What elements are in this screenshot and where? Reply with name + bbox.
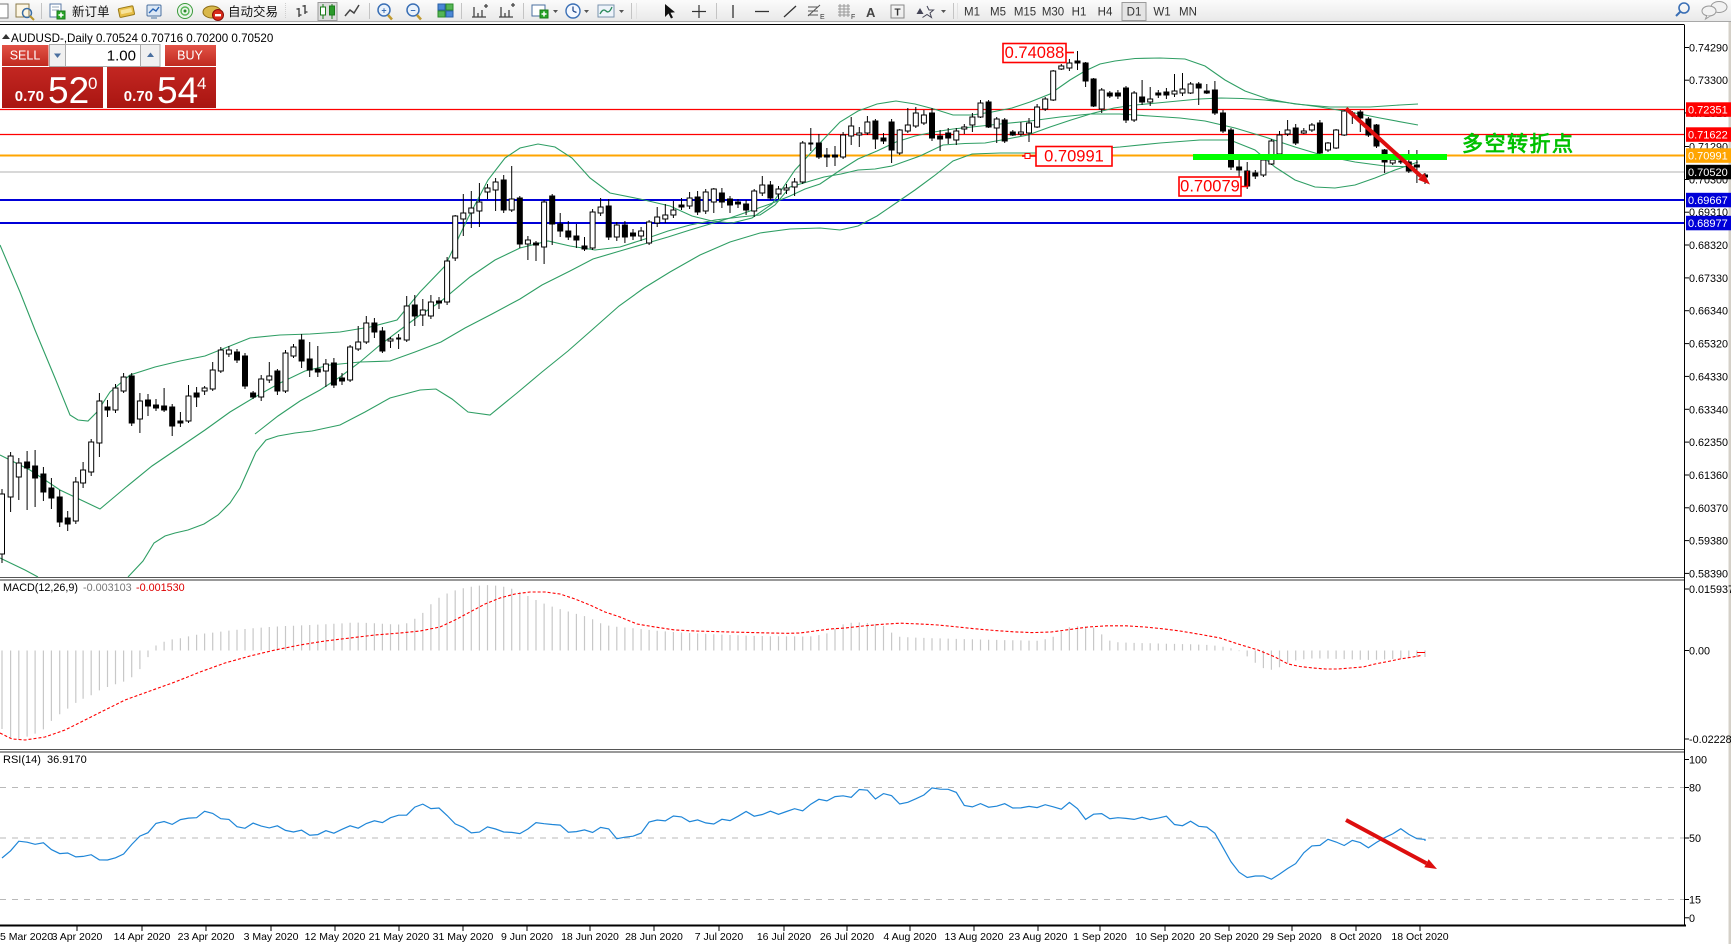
svg-text:MN: MN bbox=[1179, 7, 1197, 19]
svg-text:13 Aug 2020: 13 Aug 2020 bbox=[945, 931, 1004, 943]
svg-text:0.73300: 0.73300 bbox=[1689, 75, 1728, 87]
svg-text:F: F bbox=[851, 14, 855, 21]
svg-text:新订单: 新订单 bbox=[72, 4, 110, 19]
svg-text:0.00: 0.00 bbox=[1689, 646, 1710, 658]
svg-text:0.72351: 0.72351 bbox=[1688, 105, 1728, 117]
svg-text:−: − bbox=[410, 6, 415, 16]
svg-text:0.70079: 0.70079 bbox=[1180, 178, 1240, 196]
svg-text:0.61360: 0.61360 bbox=[1689, 470, 1728, 482]
svg-text:7 Jul 2020: 7 Jul 2020 bbox=[695, 931, 744, 943]
svg-text:0.74290: 0.74290 bbox=[1689, 43, 1728, 55]
svg-text:H4: H4 bbox=[1098, 7, 1113, 19]
svg-text:0.68320: 0.68320 bbox=[1689, 240, 1728, 252]
svg-text:D1: D1 bbox=[1127, 7, 1142, 19]
svg-text:21 May 2020: 21 May 2020 bbox=[369, 931, 430, 943]
svg-text:50: 50 bbox=[1689, 833, 1701, 845]
svg-text:28 Jun 2020: 28 Jun 2020 bbox=[625, 931, 683, 943]
svg-text:M15: M15 bbox=[1014, 7, 1036, 19]
svg-text:0: 0 bbox=[1689, 913, 1695, 925]
svg-text:0.71622: 0.71622 bbox=[1688, 130, 1728, 142]
svg-text:0.015937: 0.015937 bbox=[1689, 584, 1731, 596]
svg-text:自动交易: 自动交易 bbox=[228, 4, 278, 19]
svg-text:-0.003103: -0.003103 bbox=[83, 582, 132, 594]
svg-text:0.67330: 0.67330 bbox=[1689, 273, 1728, 285]
svg-text:18 Oct 2020: 18 Oct 2020 bbox=[1391, 931, 1448, 943]
svg-text:4 Aug 2020: 4 Aug 2020 bbox=[883, 931, 936, 943]
svg-text:0.66340: 0.66340 bbox=[1689, 306, 1728, 318]
svg-text:0.62350: 0.62350 bbox=[1689, 437, 1728, 449]
svg-text:1 Sep 2020: 1 Sep 2020 bbox=[1073, 931, 1127, 943]
svg-text:-0.001530: -0.001530 bbox=[136, 582, 185, 594]
svg-text:0.74088: 0.74088 bbox=[1005, 44, 1065, 62]
svg-text:0.70: 0.70 bbox=[124, 88, 153, 105]
svg-text:0.70991: 0.70991 bbox=[1688, 151, 1728, 163]
svg-text:0.59380: 0.59380 bbox=[1689, 536, 1728, 548]
svg-text:0.69667: 0.69667 bbox=[1688, 195, 1728, 207]
svg-text:29 Sep 2020: 29 Sep 2020 bbox=[1262, 931, 1322, 943]
svg-text:BUY: BUY bbox=[177, 49, 203, 63]
svg-text:MACD(12,26,9): MACD(12,26,9) bbox=[3, 582, 78, 594]
svg-text:RSI(14): RSI(14) bbox=[3, 754, 41, 766]
svg-text:12 May 2020: 12 May 2020 bbox=[305, 931, 366, 943]
svg-text:多空转折点: 多空转折点 bbox=[1462, 132, 1575, 156]
svg-text:0.64330: 0.64330 bbox=[1689, 371, 1728, 383]
svg-text:5 Mar 2020: 5 Mar 2020 bbox=[0, 931, 53, 943]
svg-text:23 Apr 2020: 23 Apr 2020 bbox=[178, 931, 235, 943]
svg-text:23 Aug 2020: 23 Aug 2020 bbox=[1009, 931, 1068, 943]
svg-text:E: E bbox=[820, 14, 825, 21]
svg-text:0.65320: 0.65320 bbox=[1689, 339, 1728, 351]
svg-text:10 Sep 2020: 10 Sep 2020 bbox=[1135, 931, 1195, 943]
svg-text:M30: M30 bbox=[1042, 7, 1064, 19]
svg-text:1.00: 1.00 bbox=[107, 48, 136, 65]
svg-text:0.70520: 0.70520 bbox=[1688, 167, 1728, 179]
svg-text:100: 100 bbox=[1689, 755, 1707, 767]
svg-text:4: 4 bbox=[197, 74, 206, 93]
svg-text:31 May 2020: 31 May 2020 bbox=[433, 931, 494, 943]
svg-text:+: + bbox=[381, 6, 386, 16]
svg-text:A: A bbox=[866, 5, 876, 20]
svg-text:20 Sep 2020: 20 Sep 2020 bbox=[1199, 931, 1259, 943]
svg-text:AUDUSD-,Daily 0.70524 0.70716: AUDUSD-,Daily 0.70524 0.70716 0.70200 0.… bbox=[11, 32, 273, 45]
svg-text:18 Jun 2020: 18 Jun 2020 bbox=[561, 931, 619, 943]
svg-text:3 May 2020: 3 May 2020 bbox=[244, 931, 299, 943]
svg-text:0: 0 bbox=[88, 74, 97, 93]
svg-text:M1: M1 bbox=[964, 7, 980, 19]
svg-text:H1: H1 bbox=[1072, 7, 1087, 19]
svg-text:0.58390: 0.58390 bbox=[1689, 568, 1728, 580]
svg-text:8 Oct 2020: 8 Oct 2020 bbox=[1330, 931, 1382, 943]
svg-text:0.70: 0.70 bbox=[15, 88, 44, 105]
svg-text:0.60370: 0.60370 bbox=[1689, 503, 1728, 515]
svg-text:W1: W1 bbox=[1153, 7, 1170, 19]
svg-text:26 Jul 2020: 26 Jul 2020 bbox=[820, 931, 874, 943]
svg-text:36.9170: 36.9170 bbox=[47, 754, 87, 766]
svg-text:-0.022289: -0.022289 bbox=[1689, 734, 1731, 746]
svg-text:T: T bbox=[894, 8, 900, 19]
svg-text:3 Apr 2020: 3 Apr 2020 bbox=[52, 931, 103, 943]
svg-text:0.68977: 0.68977 bbox=[1688, 218, 1728, 230]
svg-text:14 Apr 2020: 14 Apr 2020 bbox=[114, 931, 171, 943]
svg-text:16 Jul 2020: 16 Jul 2020 bbox=[757, 931, 811, 943]
svg-text:9 Jun 2020: 9 Jun 2020 bbox=[501, 931, 553, 943]
svg-text:M5: M5 bbox=[990, 7, 1006, 19]
svg-text:80: 80 bbox=[1689, 783, 1701, 795]
svg-text:54: 54 bbox=[157, 70, 198, 111]
svg-text:SELL: SELL bbox=[10, 49, 41, 63]
svg-text:52: 52 bbox=[48, 70, 89, 111]
svg-text:15: 15 bbox=[1689, 895, 1701, 907]
svg-text:0.70991: 0.70991 bbox=[1044, 148, 1104, 166]
svg-text:0.63340: 0.63340 bbox=[1689, 404, 1728, 416]
